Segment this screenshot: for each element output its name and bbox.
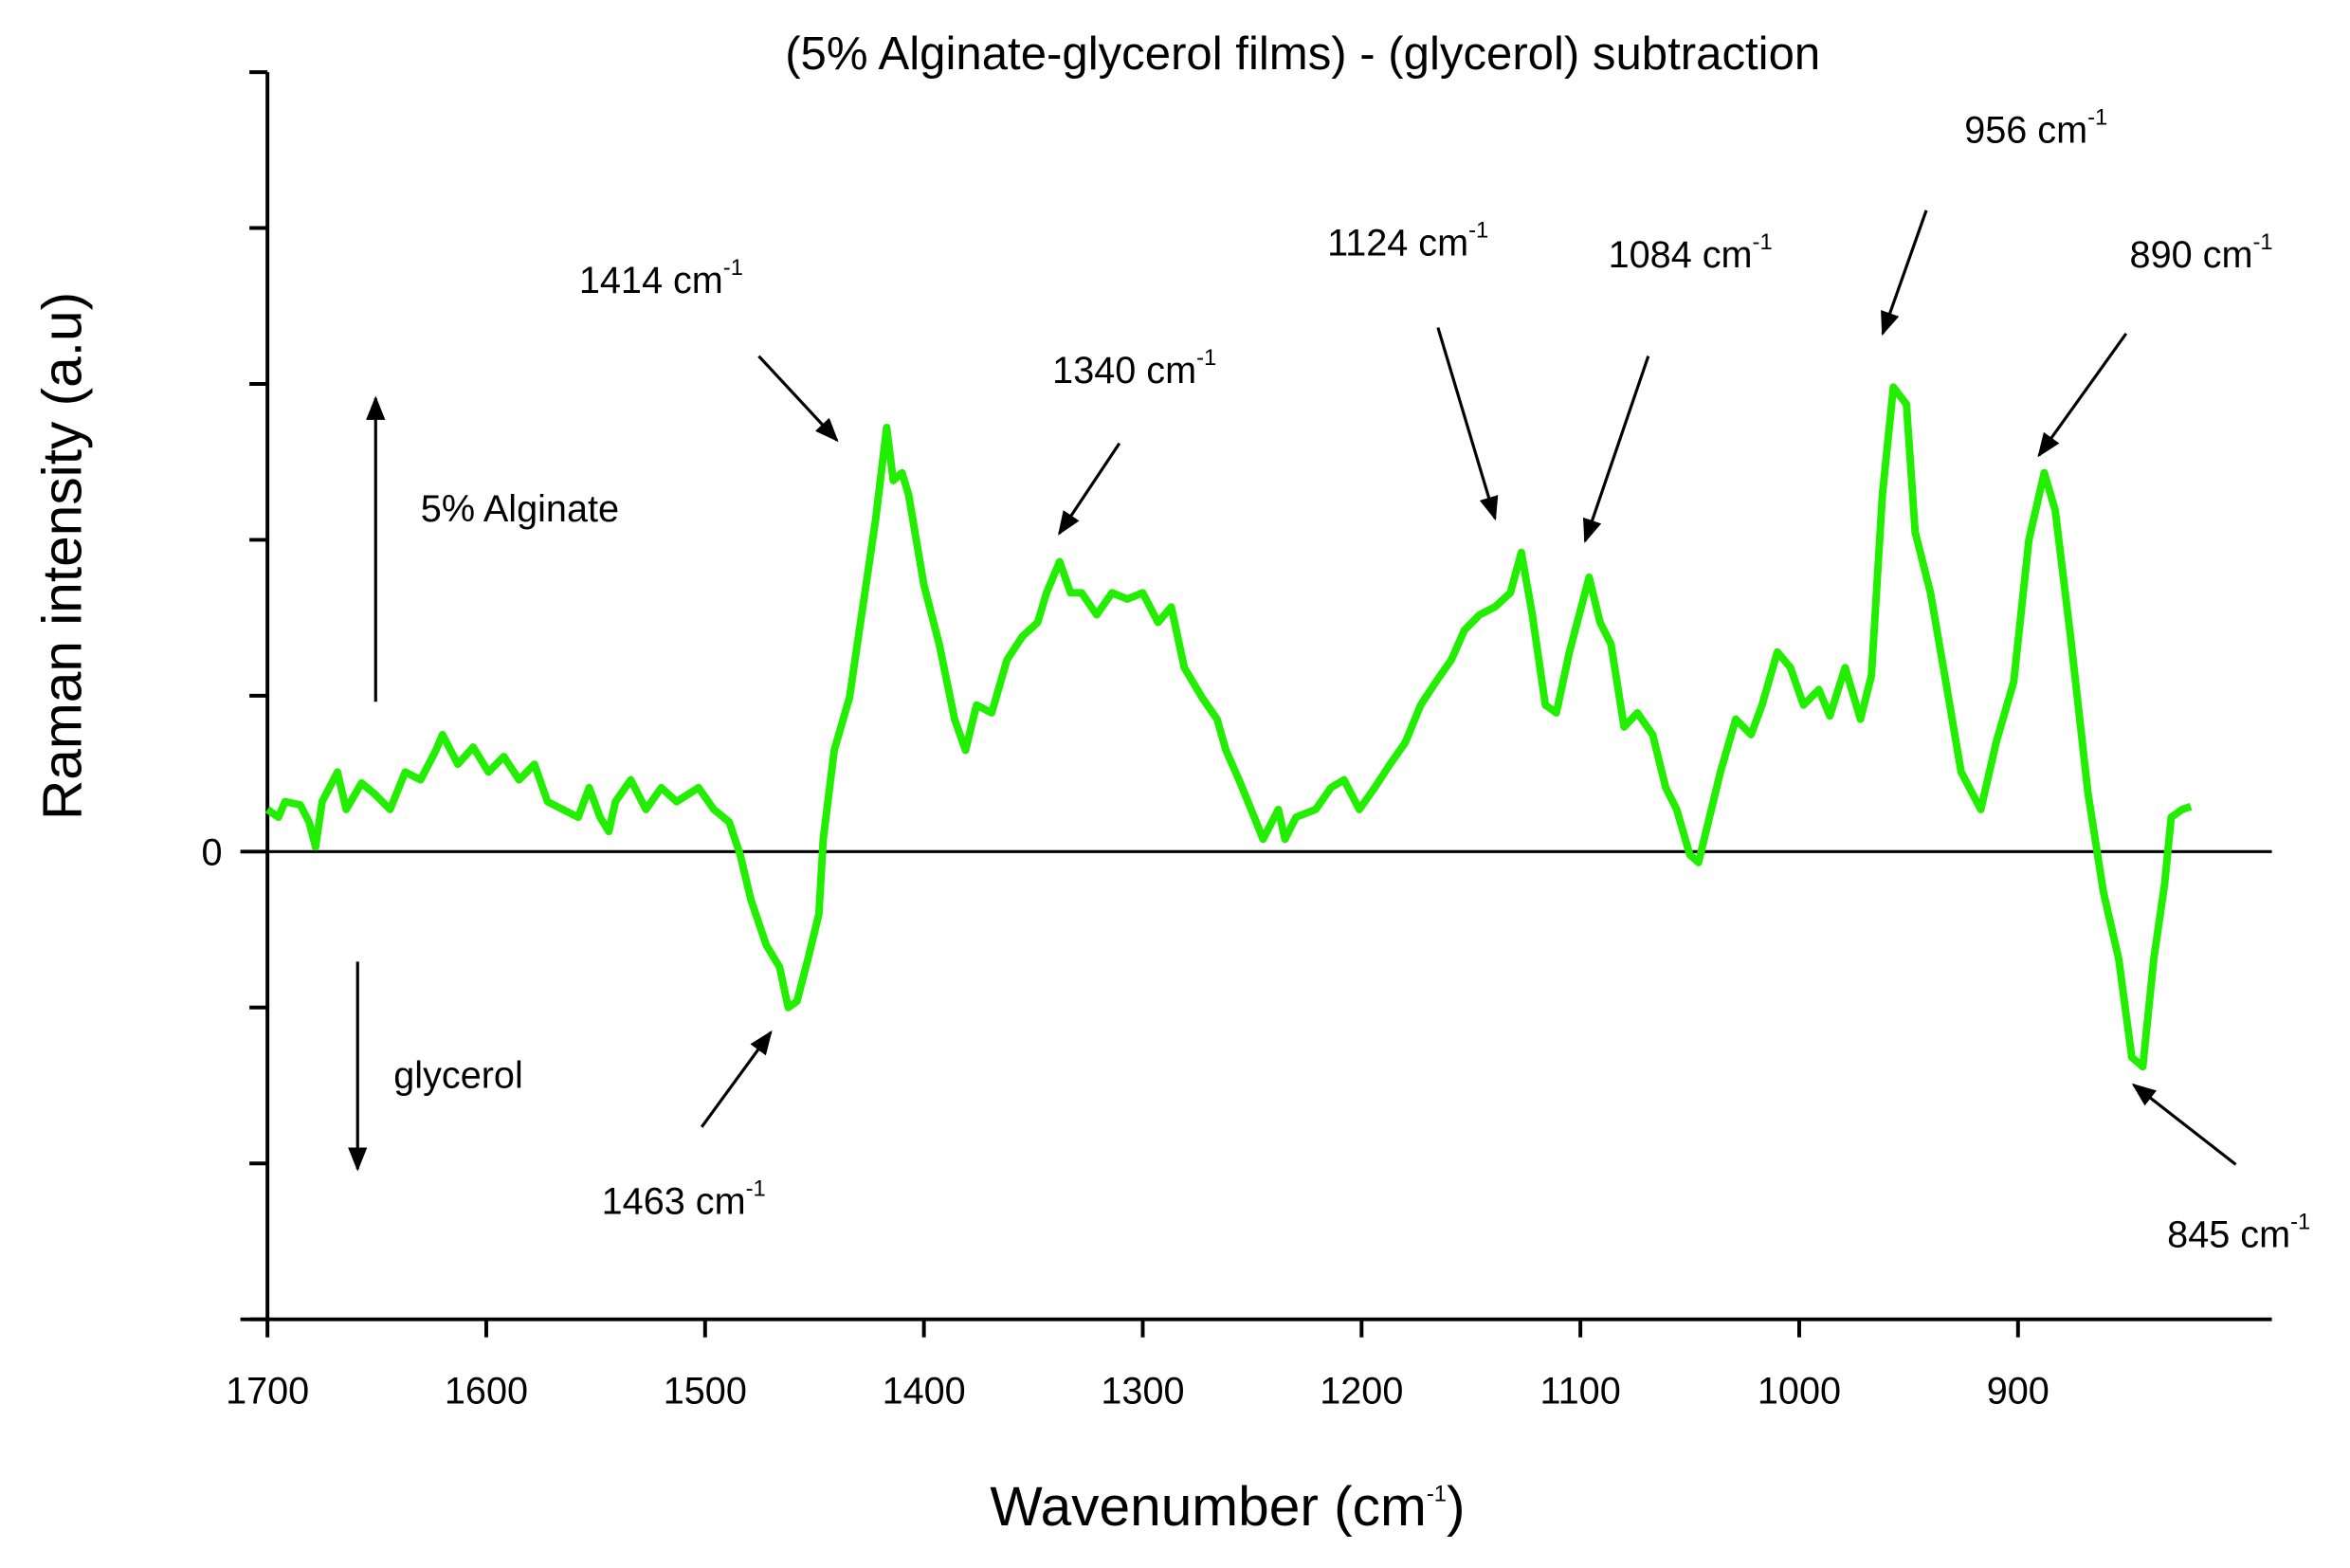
annotation-sup: -1: [2087, 105, 2107, 131]
annotation-text: 1463 cm: [602, 1181, 746, 1223]
annotation-arrow: [1881, 210, 1928, 337]
x-axis-label-sup: -1: [1427, 1481, 1447, 1506]
annotation: 1463 cm-1: [602, 1176, 766, 1223]
annotation-arrow: [2037, 332, 2128, 458]
y-tick-label: 0: [202, 832, 223, 874]
chart-title: (5% Alginate-glycerol films) - (glycerol…: [785, 28, 1820, 80]
annotation-sup: -1: [746, 1176, 766, 1202]
x-tick-label: 1000: [1758, 1370, 1841, 1412]
annotation-text: 1414 cm: [579, 260, 723, 301]
x-tick-label: 1600: [445, 1370, 528, 1412]
annotation-arrow: [1058, 442, 1121, 536]
side-label: 5% Alginate: [421, 488, 619, 530]
annotation-sup: -1: [1196, 345, 1216, 371]
y-axis-label: Raman intensity (a.u): [32, 292, 94, 820]
annotation-text: 1124 cm: [1327, 222, 1468, 264]
annotation: 845 cm-1: [2167, 1210, 2310, 1256]
annotation-sup: -1: [2290, 1210, 2310, 1235]
x-tick-label: 1200: [1320, 1370, 1403, 1412]
annotation-sup: -1: [2252, 229, 2272, 255]
annotation: 890 cm-1: [2130, 229, 2273, 276]
x-tick-label: 1700: [226, 1370, 309, 1412]
annotation-text: 956 cm: [1964, 110, 2087, 152]
annotation: 1084 cm-1: [1609, 229, 1773, 276]
annotation-arrow: [757, 355, 839, 443]
annotation-text: 890 cm: [2130, 234, 2253, 276]
x-tick-label: 900: [1987, 1370, 2049, 1412]
annotation-arrow: [1436, 327, 1499, 521]
x-tick-label: 1100: [1540, 1370, 1621, 1412]
annotation: 1414 cm-1: [579, 255, 743, 301]
x-tick-label: 1500: [664, 1370, 747, 1412]
annotation: 956 cm-1: [1964, 105, 2107, 152]
annotation-arrow: [1582, 356, 1650, 544]
side-label: glycerol: [393, 1055, 523, 1097]
x-tick-label: 1300: [1101, 1370, 1184, 1412]
x-tick-label: 1400: [883, 1370, 966, 1412]
annotation: 1124 cm-1: [1327, 217, 1488, 264]
annotation-arrow: [2131, 1083, 2237, 1166]
annotation-text: 1084 cm: [1609, 234, 1753, 276]
annotation-sup: -1: [1753, 229, 1773, 255]
x-axis-label-text: ): [1447, 1476, 1466, 1538]
annotation: 1340 cm-1: [1052, 345, 1216, 392]
annotation-sup: -1: [1468, 217, 1488, 243]
annotation-sup: -1: [723, 255, 743, 281]
annotation-arrow: [700, 1030, 773, 1128]
spectrum-line: [264, 383, 2193, 1071]
annotation-text: 845 cm: [2167, 1214, 2290, 1256]
x-axis-label-text: Wavenumber (cm: [990, 1476, 1426, 1538]
annotation-text: 1340 cm: [1052, 350, 1196, 392]
x-axis-label: Wavenumber (cm-1): [990, 1476, 1465, 1538]
